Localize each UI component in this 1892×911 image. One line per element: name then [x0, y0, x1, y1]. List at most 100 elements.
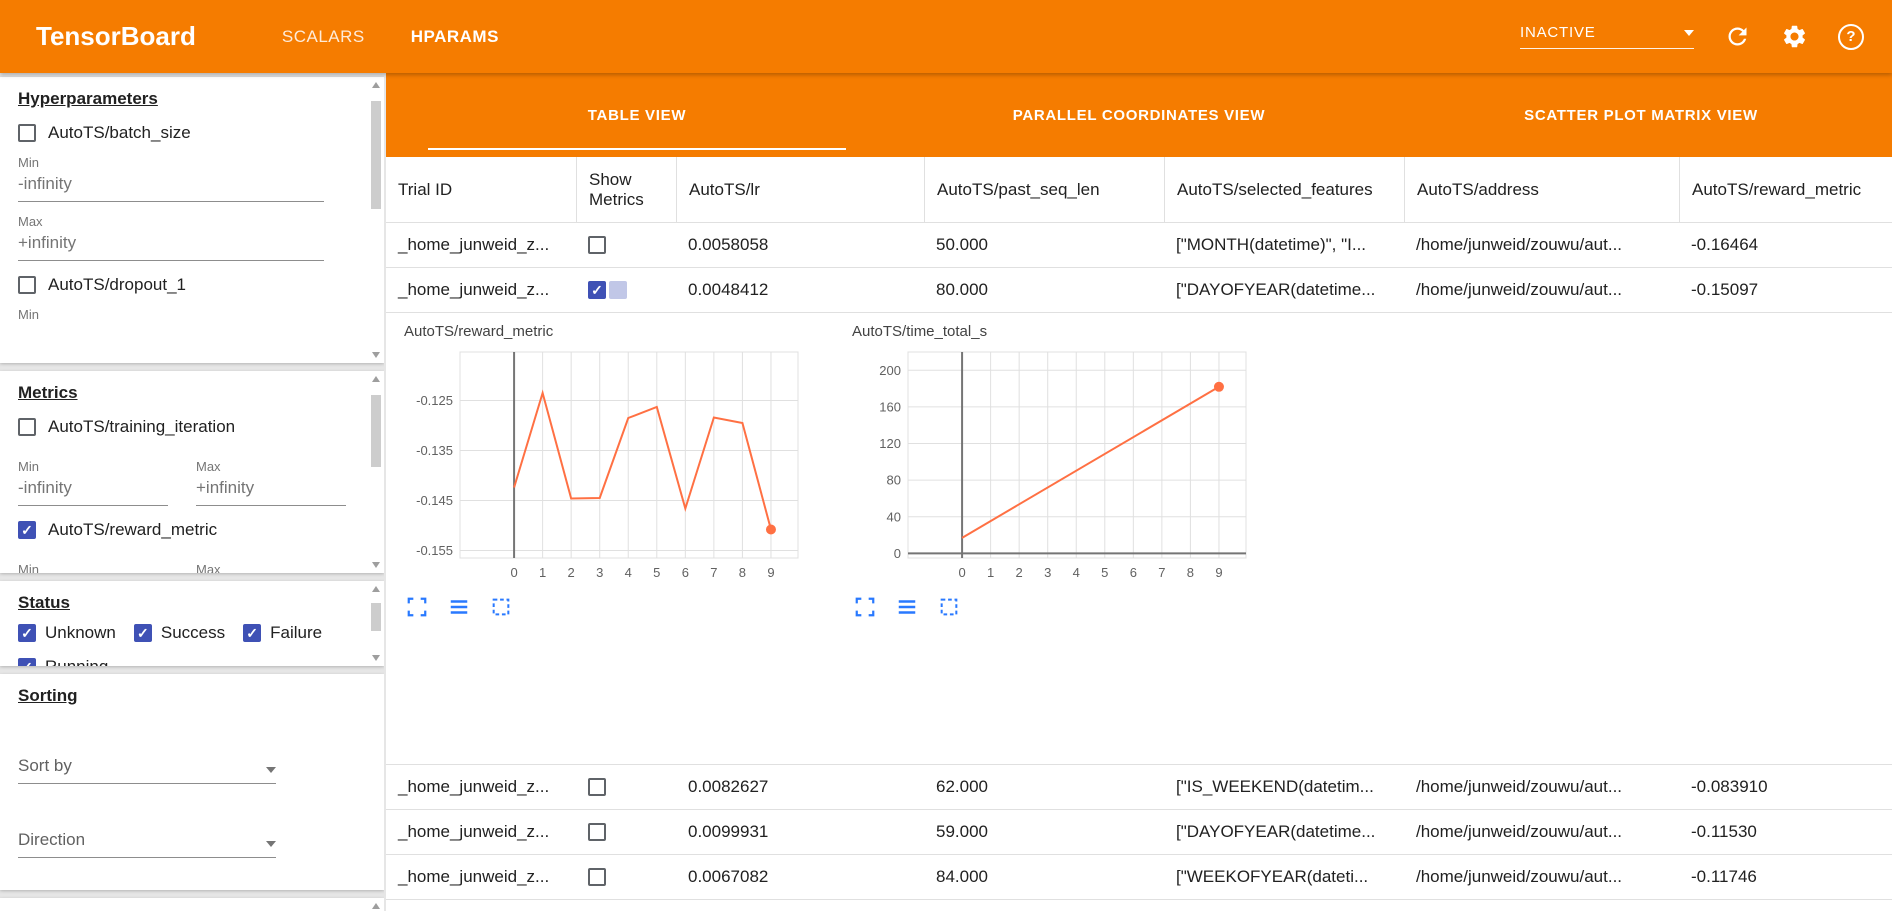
scroll-down-arrow-icon[interactable] — [372, 352, 380, 358]
failure-checkbox[interactable] — [243, 624, 262, 642]
status-label: Failure — [270, 623, 323, 642]
address-cell: /home/junweid/zouwu/aut... — [1416, 777, 1623, 796]
direction-label: Direction — [18, 830, 86, 849]
fullscreen-icon[interactable] — [406, 596, 428, 618]
reward-metric-cell: -0.11746 — [1691, 867, 1757, 886]
address-cell: /home/junweid/zouwu/aut... — [1416, 867, 1623, 886]
show-metrics-cell — [576, 281, 676, 299]
direction-select[interactable]: Direction — [18, 830, 276, 858]
table-row[interactable]: _home_junweid_z... 0.0099931 59.000 ["DA… — [386, 810, 1892, 855]
batch-size-min-input[interactable]: -infinity — [18, 170, 324, 202]
col-header-reward-metric[interactable]: AutoTS/reward_metric — [1679, 157, 1892, 222]
svg-text:8: 8 — [1187, 565, 1194, 580]
col-header-past-seq-len[interactable]: AutoTS/past_seq_len — [924, 157, 1164, 222]
metric-reward-metric-row[interactable]: AutoTS/reward_metric — [18, 520, 366, 540]
status-option-running[interactable]: Running — [18, 657, 108, 666]
scrollbar-thumb[interactable] — [371, 603, 381, 631]
data-table-icon[interactable] — [448, 596, 470, 618]
col-header-address[interactable]: AutoTS/address — [1404, 157, 1679, 222]
scrollbar-thumb[interactable] — [371, 395, 381, 467]
col-header-trial-id[interactable]: Trial ID — [398, 179, 453, 199]
tab-table-view[interactable]: TABLE VIEW — [386, 73, 888, 157]
status-label: Success — [160, 623, 226, 642]
scroll-down-arrow-icon[interactable] — [372, 562, 380, 568]
show-metrics-checkbox[interactable] — [588, 281, 606, 299]
scroll-down-arrow-icon[interactable] — [372, 655, 380, 661]
show-metrics-checkbox[interactable] — [588, 778, 606, 796]
selected-features-cell: ["IS_WEEKEND(datetim... — [1176, 777, 1374, 796]
help-icon — [1838, 23, 1864, 50]
svg-text:-0.125: -0.125 — [416, 393, 453, 408]
zoom-selection-icon[interactable] — [938, 596, 960, 618]
show-metrics-checkbox[interactable] — [588, 823, 606, 841]
training-iteration-min-input[interactable]: -infinity — [18, 474, 168, 506]
scrollbar-thumb[interactable] — [371, 101, 381, 209]
scroll-up-arrow-icon[interactable] — [372, 903, 380, 909]
table-row[interactable]: _home_junweid_z... 0.0067082 84.000 ["WE… — [386, 855, 1892, 900]
fullscreen-icon[interactable] — [854, 596, 876, 618]
tab-parallel-coordinates-view[interactable]: PARALLEL COORDINATES VIEW — [888, 73, 1390, 157]
section-title-sorting: Sorting — [18, 686, 78, 705]
running-checkbox[interactable] — [18, 658, 36, 666]
status-option-success[interactable]: Success — [133, 623, 226, 643]
zoom-selection-icon[interactable] — [490, 596, 512, 618]
chevron-down-icon — [266, 841, 276, 847]
data-table-icon[interactable] — [896, 596, 918, 618]
tab-hparams[interactable]: HPARAMS — [410, 26, 499, 46]
line-chart[interactable]: -0.125 -0.135 -0.145 -0.155 0 1 2 3 4 5 6 7 8 9 — [402, 340, 812, 590]
table-header-row: Trial ID Show Metrics AutoTS/lr AutoTS/p… — [386, 157, 1892, 223]
show-metrics-checkbox[interactable] — [588, 868, 606, 886]
training-iteration-checkbox[interactable] — [18, 418, 36, 436]
tab-scatter-plot-matrix-view[interactable]: SCATTER PLOT MATRIX VIEW — [1390, 73, 1892, 157]
help-button[interactable] — [1838, 23, 1864, 50]
view-tab-label: PARALLEL COORDINATES VIEW — [1012, 106, 1266, 124]
scrollbar[interactable] — [370, 583, 383, 664]
metric-chart: AutoTS/reward_metric -0.125 -0.135 -0.145-… — [402, 319, 822, 618]
status-option-unknown[interactable]: Unknown — [18, 623, 116, 643]
min-label: Min — [18, 562, 39, 573]
scrollbar[interactable] — [370, 79, 383, 361]
dropout-checkbox[interactable] — [18, 276, 36, 294]
hparam-dropout-row[interactable]: AutoTS/dropout_1 — [18, 275, 366, 295]
scroll-up-arrow-icon[interactable] — [372, 586, 380, 592]
svg-text:4: 4 — [625, 565, 632, 580]
scroll-up-arrow-icon[interactable] — [372, 82, 380, 88]
table-row[interactable]: _home_junweid_z... 0.0048412 80.000 ["DA… — [386, 268, 1892, 313]
col-header-show-metrics[interactable]: Show Metrics — [576, 157, 676, 222]
sidebar: Hyperparameters AutoTS/batch_size Min -i… — [0, 73, 384, 911]
status-option-failure[interactable]: Failure — [243, 623, 322, 643]
svg-text:9: 9 — [767, 565, 774, 580]
svg-text:8: 8 — [739, 565, 746, 580]
scrollbar[interactable] — [370, 900, 383, 911]
scrollbar[interactable] — [370, 373, 383, 571]
hparam-batch-size-row[interactable]: AutoTS/batch_size — [18, 123, 366, 143]
success-checkbox[interactable] — [133, 624, 152, 642]
col-header-selected-features[interactable]: AutoTS/selected_features — [1164, 157, 1404, 222]
reward-metric-checkbox[interactable] — [18, 521, 36, 539]
sort-by-select[interactable]: Sort by — [18, 756, 276, 784]
table-row[interactable]: _home_junweid_z... 0.0058058 50.000 ["MO… — [386, 223, 1892, 268]
section-title-status: Status — [18, 593, 70, 612]
trial-id-cell: _home_junweid_z... — [398, 280, 550, 299]
selected-features-cell: ["DAYOFYEAR(datetime... — [1176, 280, 1376, 299]
run-status-dropdown[interactable]: INACTIVE — [1520, 24, 1694, 49]
max-label: Max — [196, 562, 221, 573]
metric-label: AutoTS/reward_metric — [48, 520, 218, 539]
line-chart[interactable]: 0 40 80 120 160 200 0 1 2 3 4 5 6 7 8 9 — [850, 340, 1260, 590]
sorting-section: Sorting Sort by Direction — [0, 674, 384, 890]
settings-button[interactable] — [1781, 23, 1808, 50]
table-row[interactable]: _home_junweid_z... 0.0082627 62.000 ["IS… — [386, 765, 1892, 810]
batch-size-checkbox[interactable] — [18, 124, 36, 142]
batch-size-max-input[interactable]: +infinity — [18, 229, 324, 261]
svg-text:0: 0 — [510, 565, 517, 580]
metric-training-iteration-row[interactable]: AutoTS/training_iteration — [18, 417, 366, 437]
run-status-value: INACTIVE — [1520, 24, 1596, 41]
tab-scalars[interactable]: SCALARS — [281, 26, 365, 46]
training-iteration-max-input[interactable]: +infinity — [196, 474, 346, 506]
svg-text:-0.135: -0.135 — [416, 443, 453, 458]
show-metrics-checkbox[interactable] — [588, 236, 606, 254]
refresh-button[interactable] — [1724, 23, 1751, 50]
col-header-lr[interactable]: AutoTS/lr — [676, 157, 924, 222]
scroll-up-arrow-icon[interactable] — [372, 376, 380, 382]
unknown-checkbox[interactable] — [18, 624, 36, 642]
